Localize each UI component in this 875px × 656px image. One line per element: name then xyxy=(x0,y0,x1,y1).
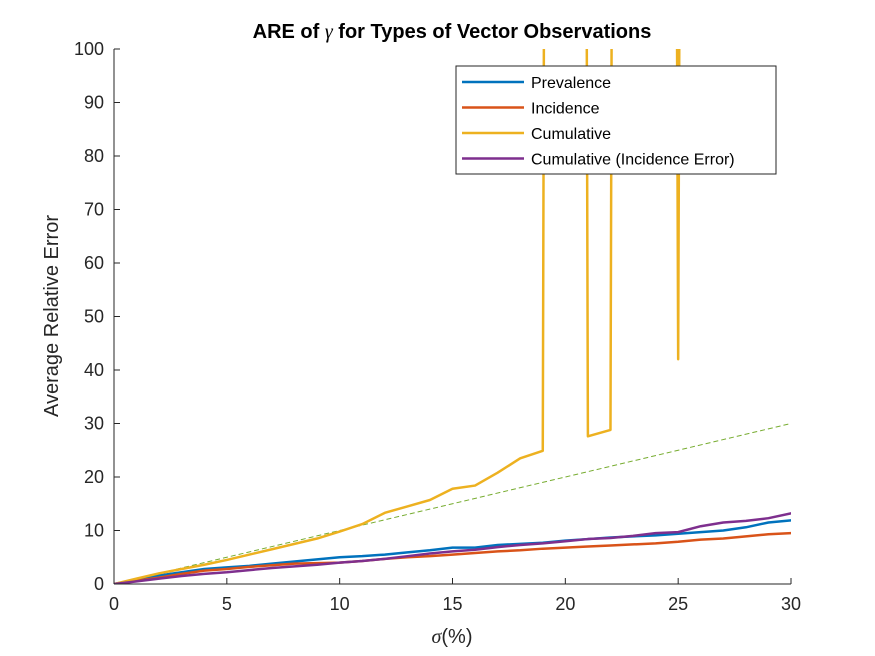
y-tick-label: 10 xyxy=(84,521,104,541)
series-line-cumulative xyxy=(114,49,681,584)
y-tick-label: 70 xyxy=(84,200,104,220)
series-line-prevalence xyxy=(114,519,791,584)
y-ticks: 0 10 20 30 40 50 60 70 80 90 100 xyxy=(74,39,120,594)
x-tick-label: 0 xyxy=(109,594,119,614)
reference-line xyxy=(114,423,791,584)
x-tick-label: 10 xyxy=(330,594,350,614)
legend-label-cumulative: Cumulative xyxy=(531,126,611,143)
reference-line-group xyxy=(114,423,791,584)
y-tick-label: 50 xyxy=(84,307,104,327)
legend-box xyxy=(455,65,777,175)
x-tick-label: 15 xyxy=(442,594,462,614)
y-tick-label: 20 xyxy=(84,467,104,487)
y-tick-label: 30 xyxy=(84,414,104,434)
y-tick-label: 40 xyxy=(84,360,104,380)
x-axis-label: σ(%) xyxy=(432,626,473,648)
x-tick-label: 30 xyxy=(781,594,801,614)
y-tick-label: 80 xyxy=(84,146,104,166)
legend-label-prevalence: Prevalence xyxy=(531,75,611,92)
legend: Prevalence Incidence Cumulative Cumulative … xyxy=(455,65,777,175)
series-line-incidence xyxy=(114,531,791,584)
legend-label-cumulative-incidence-error: Cumulative (Incidence Error) xyxy=(531,152,735,169)
x-tick-label: 20 xyxy=(555,594,575,614)
legend-label-incidence: Incidence xyxy=(531,101,600,118)
series-group xyxy=(114,49,791,584)
y-tick-label: 90 xyxy=(84,93,104,113)
y-tick-label: 100 xyxy=(74,39,104,59)
x-ticks: 0 5 10 15 20 25 30 xyxy=(109,578,801,614)
x-tick-label: 25 xyxy=(668,594,688,614)
series-line-cumulative-incidence-error xyxy=(114,512,791,584)
y-axis-label: Average Relative Error xyxy=(41,215,63,417)
y-tick-label: 0 xyxy=(94,574,104,594)
y-tick-label: 60 xyxy=(84,253,104,273)
x-tick-label: 5 xyxy=(222,594,232,614)
chart-title: ARE of γ for Types of Vector Observation… xyxy=(253,21,652,43)
